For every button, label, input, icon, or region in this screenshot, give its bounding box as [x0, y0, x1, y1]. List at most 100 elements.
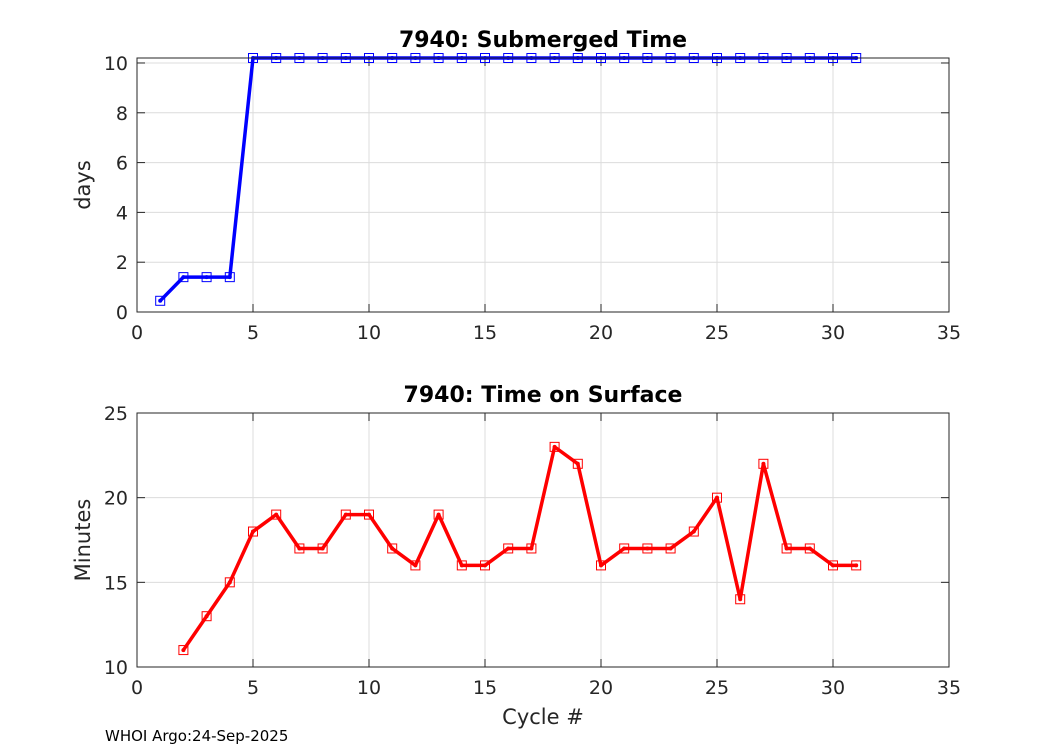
data-point-dot	[622, 546, 627, 551]
x-tick-label: 30	[821, 677, 845, 699]
series-line	[181, 445, 857, 652]
chart-title: 7940: Time on Surface	[404, 383, 683, 408]
data-point-marker	[271, 509, 282, 520]
x-tick-label: 35	[937, 677, 961, 699]
data-point-marker	[317, 543, 328, 554]
data-point-marker	[248, 526, 258, 537]
data-point-marker	[619, 543, 630, 554]
x-tick-label: 20	[589, 677, 613, 699]
data-point-marker	[178, 645, 189, 656]
x-tick-label: 30	[821, 322, 845, 344]
data-point-dot	[204, 614, 209, 619]
data-point-dot	[204, 275, 209, 280]
data-point-marker	[688, 526, 699, 537]
chart-title: 7940: Submerged Time	[399, 28, 687, 53]
footer-credit: WHOI Argo:24-Sep-2025	[105, 727, 288, 745]
x-tick-label: 15	[473, 322, 497, 344]
data-point-marker	[758, 458, 769, 469]
data-point-dot	[784, 546, 789, 551]
data-point-dot	[668, 546, 673, 551]
data-point-marker	[178, 272, 189, 283]
data-point-marker	[828, 560, 838, 571]
y-tick-label: 10	[104, 53, 128, 75]
data-point-dot	[691, 529, 696, 534]
y-tick-label: 2	[116, 252, 128, 274]
y-tick-label: 15	[104, 572, 128, 594]
data-point-dot	[320, 546, 325, 551]
data-point-dot	[552, 444, 557, 449]
data-point-marker	[364, 509, 374, 520]
data-point-dot	[854, 563, 859, 568]
data-point-marker	[596, 560, 606, 571]
x-tick-label: 20	[589, 322, 613, 344]
data-point-dot	[761, 461, 766, 466]
data-point-dot	[506, 546, 511, 551]
y-tick-label: 10	[104, 657, 128, 679]
data-point-dot	[274, 512, 279, 517]
data-point-dot	[227, 580, 232, 585]
data-point-dot	[158, 298, 163, 303]
x-tick-label: 35	[937, 322, 961, 344]
submerged-time-plot: 0 5 10 15 20 25 30 35 0 2 4 6 8 10 7940: Submerged Ti…	[71, 28, 961, 344]
plot-frame	[136, 57, 950, 313]
data-point-marker	[503, 543, 514, 554]
data-point-marker	[410, 560, 421, 571]
data-point-dot	[575, 461, 580, 466]
data-point-dot	[529, 546, 534, 551]
data-point-marker	[804, 543, 815, 554]
data-point-dot	[390, 546, 395, 551]
data-point-marker	[526, 543, 537, 554]
data-point-dot	[251, 529, 255, 534]
y-axis-label: Minutes	[71, 499, 95, 582]
data-point-dot	[181, 648, 186, 653]
x-tick-label: 15	[473, 677, 497, 699]
data-point-marker	[712, 492, 722, 503]
x-tick-label: 25	[705, 322, 729, 344]
data-point-dot	[459, 563, 464, 568]
data-point-dot	[227, 275, 232, 280]
x-tick-label: 25	[705, 677, 729, 699]
data-point-dot	[413, 563, 418, 568]
data-point-marker	[665, 543, 676, 554]
data-point-marker	[572, 458, 583, 469]
y-axis-label: days	[71, 160, 95, 210]
data-point-marker	[781, 543, 792, 554]
y-tick-label: 25	[104, 403, 128, 425]
data-point-dot	[807, 546, 812, 551]
x-tick-label: 10	[357, 322, 381, 344]
y-tick-label: 20	[104, 488, 128, 510]
data-point-dot	[738, 597, 743, 602]
data-point-marker	[735, 594, 746, 605]
time-on-surface-plot: 0 5 10 15 20 25 30 35 10 15 20 25 7940: Time on Sur…	[71, 383, 961, 729]
x-tick-label: 0	[131, 677, 143, 699]
data-point-dot	[297, 546, 302, 551]
data-point-marker	[480, 560, 490, 571]
data-point-marker	[224, 577, 235, 588]
data-point-marker	[224, 272, 235, 283]
data-point-dot	[181, 275, 186, 280]
y-tick-label: 0	[116, 302, 128, 324]
data-point-marker	[201, 611, 212, 622]
x-tick-label: 5	[247, 677, 259, 699]
data-point-dot	[483, 563, 487, 568]
data-point-dot	[715, 495, 719, 500]
data-point-marker	[642, 543, 653, 554]
x-tick-label: 5	[247, 322, 259, 344]
data-point-dot	[645, 546, 650, 551]
y-tick-label: 6	[116, 153, 128, 175]
data-point-marker	[387, 543, 398, 554]
data-point-marker	[549, 441, 560, 452]
data-point-marker	[294, 543, 305, 554]
x-tick-label: 10	[357, 677, 381, 699]
data-point-marker	[201, 272, 212, 283]
y-tick-label: 8	[116, 103, 128, 125]
data-point-marker	[340, 509, 351, 520]
data-point-marker	[456, 560, 467, 571]
data-point-dot	[831, 563, 835, 568]
data-point-marker	[155, 295, 166, 306]
data-point-dot	[599, 563, 603, 568]
data-point-dot	[436, 512, 441, 517]
data-point-marker	[851, 560, 862, 571]
data-point-marker	[433, 509, 444, 520]
